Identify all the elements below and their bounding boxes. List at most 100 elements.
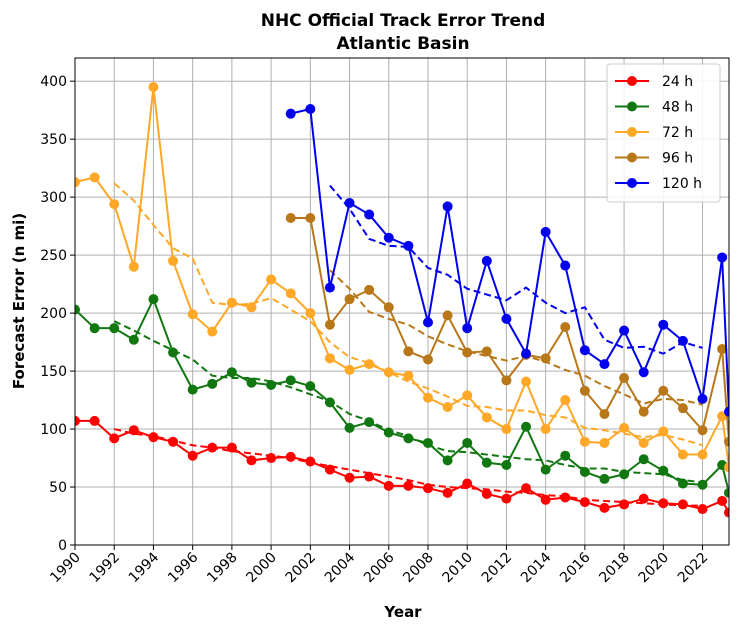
data-point-72h [75,177,80,188]
chart-title: NHC Official Track Error Trend [261,11,546,31]
y-tick-label: 200 [40,306,67,322]
data-point-24h [344,472,355,483]
trend-line-96h [329,269,703,406]
data-point-96h [560,322,571,333]
data-point-48h [168,347,179,358]
y-tick-label: 100 [40,422,67,438]
data-point-24h [697,504,708,515]
legend-label-96h: 96 h [662,151,693,167]
data-point-120h [481,255,492,266]
data-point-96h [285,213,296,224]
data-point-72h [207,326,218,337]
data-point-120h [344,197,355,208]
data-point-72h [619,422,630,433]
series-line-24h [75,419,723,511]
data-point-24h [462,478,473,489]
data-point-72h [579,436,590,447]
data-point-24h [285,451,296,462]
x-axis-label: Year [383,603,422,621]
data-point-48h [75,304,80,315]
plot-frame [74,57,730,546]
data-point-24h [207,442,218,453]
x-tick-label: 2004 [322,549,359,586]
data-point-96h [403,346,414,357]
data-point-24h [109,433,120,444]
y-ticks: 0 50 100 150 200 250 300 350 400 [40,74,75,554]
data-point-120h [462,323,473,334]
data-point-24h [324,464,335,475]
data-point-96h [724,436,729,447]
data-point-72h [344,364,355,375]
data-point-96h [697,425,708,436]
data-point-72h [364,359,375,370]
data-point-72h [442,402,453,413]
data-point-24h [75,415,80,426]
x-tick-label: 2014 [518,549,555,586]
x-ticks: 1990 1992 1994 1996 1998 2000 2002 2004 2006 2008… [47,545,711,586]
data-point-72h [324,353,335,364]
x-tick-label: 2008 [400,550,437,587]
data-point-24h [403,480,414,491]
data-point-24h [638,493,649,504]
legend-label-72h: 72 h [662,125,693,141]
y-tick-label: 400 [40,74,67,90]
data-point-48h [560,450,571,461]
data-point-48h [344,422,355,433]
data-point-72h [109,199,120,210]
x-tick-label: 2002 [283,550,320,587]
data-point-48h [599,473,610,484]
data-point-48h [305,381,316,392]
data-point-48h [89,323,100,334]
series-tail-96h [721,348,729,442]
data-point-72h [540,424,551,435]
data-point-72h [462,390,473,401]
data-point-24h [442,487,453,498]
data-point-72h [266,274,277,285]
legend-marker-72h [627,127,637,137]
data-point-96h [422,354,433,365]
data-point-96h [344,294,355,305]
data-point-24h [540,494,551,505]
data-point-24h [521,483,532,494]
data-point-120h [305,104,316,115]
data-point-72h [148,81,159,92]
data-point-24h [677,499,688,510]
y-tick-label: 250 [40,248,67,264]
data-point-120h [619,325,630,336]
legend: 24 h 48 h 72 h 96 h 120 h [606,63,721,203]
data-point-48h [638,454,649,465]
data-point-96h [364,284,375,295]
data-point-48h [462,437,473,448]
x-tick-label: 2022 [675,550,712,587]
data-point-72h [403,370,414,381]
y-tick-label: 0 [58,538,67,554]
data-point-120h [540,226,551,237]
x-tick-label: 2020 [636,550,673,587]
data-point-72h [285,288,296,299]
data-point-48h [579,466,590,477]
data-point-48h [481,457,492,468]
data-point-120h [521,348,532,359]
data-point-120h [403,240,414,251]
data-point-24h [148,432,159,443]
series-tail-120h [721,257,729,412]
data-point-120h [717,252,728,263]
data-point-72h [724,462,729,473]
data-point-72h [599,437,610,448]
data-point-96h [717,344,728,355]
data-point-24h [128,425,139,436]
data-point-24h [658,498,669,509]
data-point-96h [619,373,630,384]
series-line-72h [75,86,724,456]
x-tick-label: 2018 [596,550,633,587]
data-point-24h [422,483,433,494]
data-point-72h [697,449,708,460]
x-tick-label: 1990 [47,550,84,587]
y-tick-label: 350 [40,132,67,148]
data-point-24h [481,488,492,499]
data-point-24h [226,442,237,453]
data-point-48h [187,384,198,395]
data-point-72h [658,426,669,437]
x-tick-label: 2006 [361,549,398,586]
legend-label-120h: 120 h [662,176,702,192]
